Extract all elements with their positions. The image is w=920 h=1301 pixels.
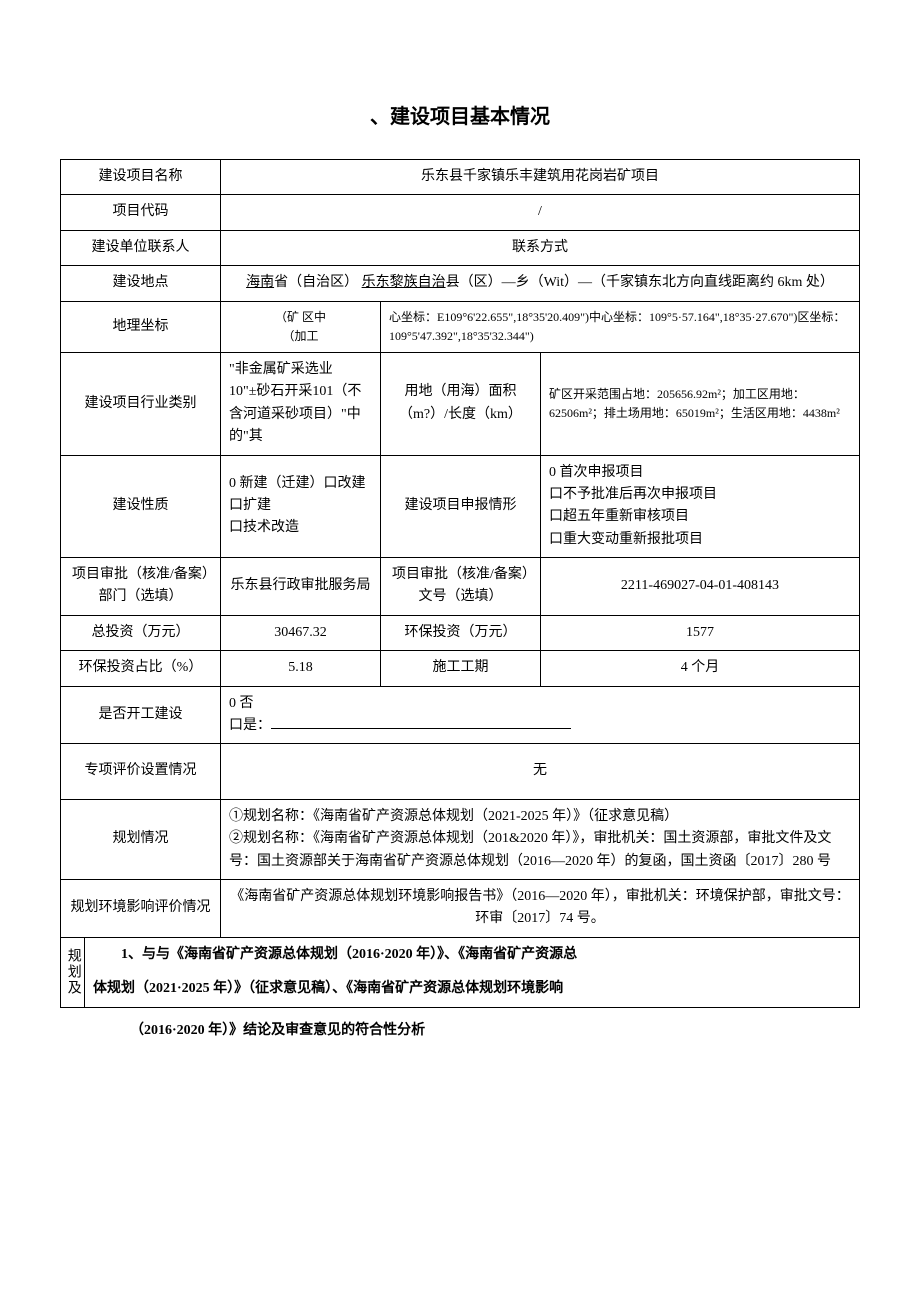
label-env-invest: 环保投资（万元） xyxy=(381,615,541,650)
label-report-type: 建设项目申报情形 xyxy=(381,455,541,558)
table-row: 规划环境影响评价情况 《海南省矿产资源总体规划环境影响报告书》（2016—202… xyxy=(61,879,860,937)
coords-mid: （矿 区中 （加工 xyxy=(221,301,381,352)
value-project-name: 乐东县千家镇乐丰建筑用花岗岩矿项目 xyxy=(221,160,860,195)
label-period: 施工工期 xyxy=(381,651,541,686)
table-row: 建设性质 0 新建（迁建）口改建口扩建 口技术改造 建设项目申报情形 0 首次申… xyxy=(61,455,860,558)
table-row: 环保投资占比（%） 5.18 施工工期 4 个月 xyxy=(61,651,860,686)
label-project-code: 项目代码 xyxy=(61,195,221,230)
coords-mid1: （矿 区中 xyxy=(275,310,326,324)
value-period: 4 个月 xyxy=(541,651,860,686)
value-total-invest: 30467.32 xyxy=(221,615,381,650)
label-industry: 建设项目行业类别 xyxy=(61,352,221,455)
table-row: 专项评价设置情况 无 xyxy=(61,744,860,799)
value-nature: 0 新建（迁建）口改建口扩建 口技术改造 xyxy=(221,455,381,558)
value-started: 0 否 口是： xyxy=(221,686,860,744)
table-row: 是否开工建设 0 否 口是： xyxy=(61,686,860,744)
value-env-plan: 《海南省矿产资源总体规划环境影响报告书》（2016—2020 年），审批机关：环… xyxy=(221,879,860,937)
value-approval-dept: 乐东县行政审批服务局 xyxy=(221,558,381,616)
value-project-code: / xyxy=(221,195,860,230)
started-blank xyxy=(271,715,571,729)
table-row: 地理坐标 （矿 区中 （加工 心坐标：E109°6'22.655",18°35'… xyxy=(61,301,860,352)
value-env-ratio: 5.18 xyxy=(221,651,381,686)
side-label-compliance: 规划及 xyxy=(61,937,85,1007)
value-coords: 心坐标：E109°6'22.655",18°35'20.409")中心坐标：10… xyxy=(381,301,860,352)
label-approval-num: 项目审批（核准/备案）文号（选填） xyxy=(381,558,541,616)
value-env-invest: 1577 xyxy=(541,615,860,650)
table-row: 项目代码 / xyxy=(61,195,860,230)
label-started: 是否开工建设 xyxy=(61,686,221,744)
compliance-p1a: 1、与与《海南省矿产资源总体规划（2016·2020 年）》、《海南省矿产资源总 xyxy=(85,937,860,972)
label-location: 建设地点 xyxy=(61,266,221,301)
value-industry: "非金属矿采选业10"±砂石开采101（不含河道采砂项目）"中的"其 xyxy=(221,352,381,455)
label-nature: 建设性质 xyxy=(61,455,221,558)
label-env-plan: 规划环境影响评价情况 xyxy=(61,879,221,937)
loc-prov: 省（自治区） xyxy=(274,275,358,290)
value-area: 矿区开采范围占地：205656.92m²；加工区用地：62506m²；排土场用地… xyxy=(541,352,860,455)
info-table: 建设项目名称 乐东县千家镇乐丰建筑用花岗岩矿项目 项目代码 / 建设单位联系人 … xyxy=(60,159,860,1008)
table-row: 建设单位联系人 联系方式 xyxy=(61,230,860,265)
label-total-invest: 总投资（万元） xyxy=(61,615,221,650)
label-contact-method: 联系方式 xyxy=(221,230,860,265)
footer-paragraph: （2016·2020 年）》结论及审查意见的符合性分析 xyxy=(60,1008,860,1043)
table-row: 总投资（万元） 30467.32 环保投资（万元） 1577 xyxy=(61,615,860,650)
value-approval-num: 2211-469027-04-01-408143 xyxy=(541,558,860,616)
label-project-name: 建设项目名称 xyxy=(61,160,221,195)
table-row: 项目审批（核准/备案）部门（选填） 乐东县行政审批服务局 项目审批（核准/备案）… xyxy=(61,558,860,616)
label-special: 专项评价设置情况 xyxy=(61,744,221,799)
table-row: 建设项目行业类别 "非金属矿采选业10"±砂石开采101（不含河道采砂项目）"中… xyxy=(61,352,860,455)
table-row: 建设地点 海南省（自治区） 乐东黎族自治县（区）—乡（Wit）—（千家镇东北方向… xyxy=(61,266,860,301)
table-row: 建设项目名称 乐东县千家镇乐丰建筑用花岗岩矿项目 xyxy=(61,160,860,195)
table-row: 体规划（2021·2025 年）》（征求意见稿）、《海南省矿产资源总体规划环境影… xyxy=(61,972,860,1007)
compliance-p1b: 体规划（2021·2025 年）》（征求意见稿）、《海南省矿产资源总体规划环境影… xyxy=(85,972,860,1007)
label-area: 用地（用海）面积（m?）/长度（km） xyxy=(381,352,541,455)
loc-county-s: 县（区）—乡（Wit）—（千家镇东北方向直线距离约 6km 处） xyxy=(446,275,834,290)
loc-county-u: 乐东黎族自治 xyxy=(362,275,446,290)
value-planning: ①规划名称：《海南省矿产资源总体规划（2021-2025 年）》（征求意见稿） … xyxy=(221,799,860,879)
value-location: 海南省（自治区） 乐东黎族自治县（区）—乡（Wit）—（千家镇东北方向直线距离约… xyxy=(221,266,860,301)
table-row: 规划及 1、与与《海南省矿产资源总体规划（2016·2020 年）》、《海南省矿… xyxy=(61,937,860,972)
label-env-ratio: 环保投资占比（%） xyxy=(61,651,221,686)
started-no: 0 否 xyxy=(229,696,254,711)
label-contact: 建设单位联系人 xyxy=(61,230,221,265)
loc-prov-u: 海南 xyxy=(246,275,274,290)
value-report-type: 0 首次申报项目 口不予批准后再次申报项目 口超五年重新审核项目 口重大变动重新… xyxy=(541,455,860,558)
started-yes: 口是： xyxy=(229,718,271,733)
label-planning: 规划情况 xyxy=(61,799,221,879)
label-coords: 地理坐标 xyxy=(61,301,221,352)
value-special: 无 xyxy=(221,744,860,799)
coords-mid2: （加工 xyxy=(282,329,318,343)
page-title: 、建设项目基本情况 xyxy=(60,100,860,129)
table-row: 规划情况 ①规划名称：《海南省矿产资源总体规划（2021-2025 年）》（征求… xyxy=(61,799,860,879)
label-approval-dept: 项目审批（核准/备案）部门（选填） xyxy=(61,558,221,616)
